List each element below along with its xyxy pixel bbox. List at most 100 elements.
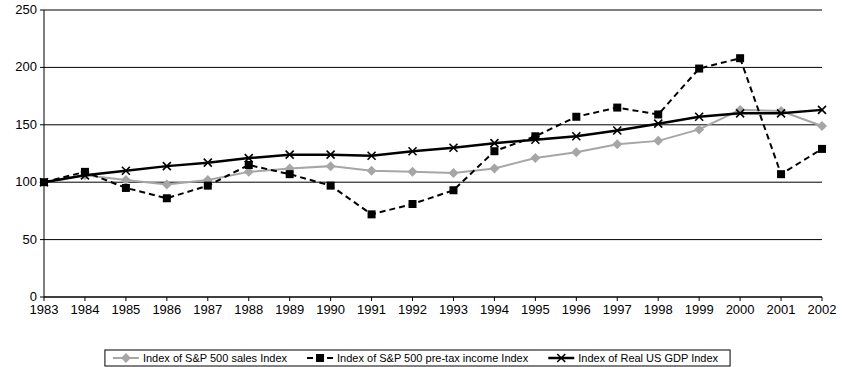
x-tick xyxy=(535,297,536,301)
x-tick xyxy=(822,297,823,301)
x-tick-label: 1987 xyxy=(193,302,222,317)
y-tick-label: 100 xyxy=(15,174,37,189)
x-tick xyxy=(44,297,45,301)
x-tick-label: 1993 xyxy=(439,302,468,317)
data-point xyxy=(777,170,785,178)
x-tick xyxy=(207,297,208,301)
data-point xyxy=(449,144,457,152)
data-point xyxy=(695,65,703,73)
data-point xyxy=(204,159,212,167)
x-tick-label: 1995 xyxy=(521,302,550,317)
y-axis xyxy=(44,10,45,297)
y-tick xyxy=(40,124,44,125)
x-tick-label: 1986 xyxy=(152,302,181,317)
x-tick-label: 1983 xyxy=(30,302,59,317)
x-tick xyxy=(125,297,126,301)
data-point xyxy=(122,167,130,175)
data-point xyxy=(736,54,744,62)
data-point xyxy=(654,110,662,118)
legend-label: Index of S&P 500 sales Index xyxy=(143,352,288,364)
legend-marker xyxy=(121,353,131,363)
data-point xyxy=(572,132,580,140)
data-point xyxy=(448,168,458,178)
legend-item: Index of S&P 500 pre-tax income Index xyxy=(307,352,529,364)
grid-line xyxy=(44,10,822,11)
data-point xyxy=(613,104,621,112)
data-point xyxy=(818,106,826,114)
y-tick-label: 150 xyxy=(15,117,37,132)
data-point xyxy=(530,153,540,163)
data-point xyxy=(490,139,498,147)
grid-line xyxy=(44,124,822,125)
legend-label: Index of Real US GDP Index xyxy=(578,352,718,364)
data-point xyxy=(204,182,212,190)
y-tick xyxy=(40,239,44,240)
x-tick xyxy=(576,297,577,301)
data-point xyxy=(121,175,131,185)
data-point xyxy=(736,109,744,117)
data-point xyxy=(571,147,581,157)
data-point xyxy=(695,113,703,121)
data-point xyxy=(326,161,336,171)
x-axis xyxy=(44,297,822,298)
x-tick-label: 1985 xyxy=(111,302,140,317)
x-tick-label: 1991 xyxy=(357,302,386,317)
data-point xyxy=(286,151,294,159)
data-point xyxy=(653,136,663,146)
data-point xyxy=(163,162,171,170)
x-tick-label: 1997 xyxy=(603,302,632,317)
x-tick-label: 1994 xyxy=(480,302,509,317)
data-point xyxy=(162,179,172,189)
legend-marker xyxy=(316,354,324,362)
grid-line xyxy=(44,297,822,298)
x-tick xyxy=(84,297,85,301)
x-tick-label: 1996 xyxy=(562,302,591,317)
data-point xyxy=(694,124,704,134)
x-tick-label: 1992 xyxy=(398,302,427,317)
legend-marker xyxy=(557,354,565,362)
data-point xyxy=(408,167,418,177)
y-tick-label: 250 xyxy=(15,2,37,17)
x-tick-label: 1999 xyxy=(685,302,714,317)
data-point xyxy=(245,161,253,169)
x-tick xyxy=(289,297,290,301)
data-point xyxy=(654,120,662,128)
data-point xyxy=(490,147,498,155)
chart: 0501001502002501983198419851986198719881… xyxy=(0,0,843,367)
legend-item: Index of S&P 500 sales Index xyxy=(113,352,288,364)
y-tick-label: 200 xyxy=(15,59,37,74)
data-point xyxy=(327,151,335,159)
data-point xyxy=(368,210,376,218)
legend: Index of S&P 500 sales Index Index of S&P… xyxy=(105,350,730,366)
data-point xyxy=(163,194,171,202)
x-tick xyxy=(740,297,741,301)
plot-area xyxy=(39,54,827,218)
y-tick xyxy=(40,10,44,11)
data-point xyxy=(409,200,417,208)
data-point xyxy=(572,113,580,121)
data-point xyxy=(613,127,621,135)
x-tick xyxy=(658,297,659,301)
x-tick xyxy=(699,297,700,301)
y-tick-label: 50 xyxy=(23,232,37,247)
x-tick-label: 2001 xyxy=(767,302,796,317)
legend-item: Index of Real US GDP Index xyxy=(548,352,718,364)
grid-line xyxy=(44,239,822,240)
x-tick xyxy=(330,297,331,301)
x-tick xyxy=(453,297,454,301)
series-line xyxy=(44,110,822,182)
data-point xyxy=(409,147,417,155)
y-tick xyxy=(40,67,44,68)
grid-line xyxy=(44,182,822,183)
data-point xyxy=(368,152,376,160)
legend-label: Index of S&P 500 pre-tax income Index xyxy=(337,352,529,364)
data-point xyxy=(327,182,335,190)
data-point xyxy=(286,170,294,178)
data-point xyxy=(367,166,377,176)
x-tick-label: 2000 xyxy=(726,302,755,317)
data-point xyxy=(122,184,130,192)
x-tick-label: 1998 xyxy=(644,302,673,317)
x-tick-label: 2002 xyxy=(808,302,837,317)
y-tick xyxy=(40,297,44,298)
data-point xyxy=(81,171,89,179)
